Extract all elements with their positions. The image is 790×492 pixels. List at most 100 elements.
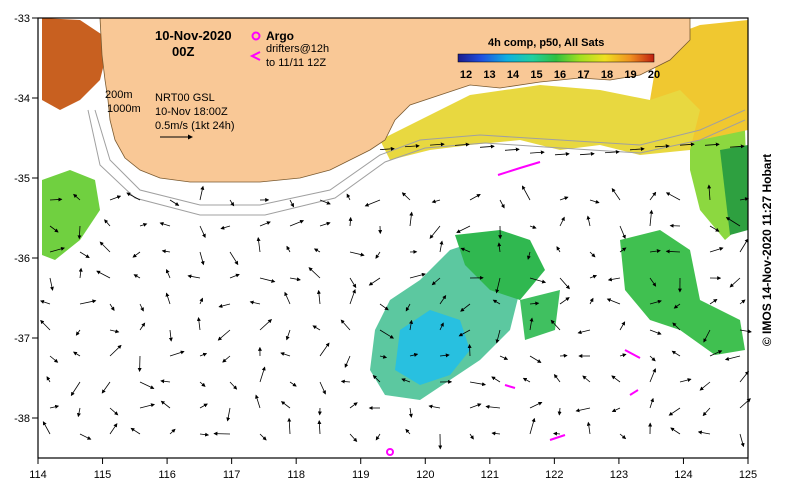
y-tick-label: -33 — [14, 13, 30, 25]
current-vector — [49, 246, 65, 253]
current-vector — [259, 433, 267, 441]
current-vector — [255, 394, 261, 409]
current-vector — [522, 185, 531, 201]
current-vector — [649, 209, 654, 227]
current-vector — [619, 353, 627, 358]
current-vector — [729, 277, 741, 288]
current-vector — [577, 329, 591, 335]
current-vector — [379, 146, 395, 151]
colorbar-tick-label: 14 — [507, 69, 520, 81]
current-vector — [405, 428, 411, 435]
colorbar-tick-label: 17 — [577, 69, 589, 81]
current-vector — [139, 303, 144, 312]
colorbar-title: 4h comp, p50, All Sats — [488, 37, 604, 49]
current-vector — [529, 401, 543, 409]
current-vector — [308, 267, 321, 279]
current-vector — [49, 225, 59, 233]
sst-patches — [42, 18, 748, 400]
current-vector — [709, 350, 723, 357]
isobath-lines — [87, 109, 746, 216]
current-vector — [429, 225, 441, 239]
current-vector — [553, 373, 561, 383]
current-vector — [109, 195, 122, 201]
current-vector — [439, 353, 450, 358]
current-vector — [139, 403, 155, 409]
current-vector — [375, 251, 381, 259]
current-vector — [319, 342, 330, 357]
current-vector — [649, 397, 654, 409]
current-vector — [220, 225, 231, 230]
current-vector — [409, 353, 419, 357]
current-vector — [611, 407, 621, 412]
current-vector — [458, 329, 471, 337]
current-vector — [606, 298, 621, 305]
current-vector — [665, 249, 681, 254]
current-vector — [289, 219, 305, 227]
current-vector — [199, 185, 205, 201]
current-vector — [349, 433, 358, 442]
current-vector — [109, 423, 118, 435]
current-vector — [559, 196, 569, 201]
x-tick-label: 122 — [545, 469, 563, 481]
current-vector — [492, 299, 501, 305]
current-vector — [409, 319, 414, 331]
current-vector — [259, 319, 272, 331]
current-vector — [364, 199, 381, 207]
current-vector — [313, 248, 321, 253]
current-vector — [668, 407, 681, 416]
current-vector — [479, 144, 495, 149]
drifters-legend-time: to 11/11 12Z — [266, 57, 326, 69]
current-vector — [368, 277, 381, 286]
colorbar-tick-label: 13 — [483, 69, 495, 81]
current-vector — [340, 319, 351, 331]
current-vector — [40, 319, 51, 331]
current-vector — [529, 225, 537, 229]
colorbar-tick-label: 12 — [460, 69, 472, 81]
current-vector — [229, 273, 240, 279]
current-vector — [649, 368, 657, 383]
current-vector — [139, 222, 148, 227]
current-vector — [454, 142, 470, 147]
current-vector — [404, 144, 420, 149]
x-tick-label: 116 — [158, 469, 176, 481]
current-vector — [725, 217, 741, 227]
current-vector — [76, 407, 81, 418]
current-vector — [289, 199, 294, 208]
credit-label: © IMOS 14-Nov-2020 11:27 Hobart — [760, 153, 774, 347]
current-vector — [522, 377, 531, 383]
isobath-1000-label: 1000m — [107, 103, 141, 115]
current-vector — [429, 142, 445, 147]
current-vector — [575, 407, 591, 413]
current-vector — [286, 245, 291, 253]
current-vector — [499, 199, 505, 209]
current-vector — [77, 225, 82, 240]
current-vector — [709, 247, 724, 253]
x-tick-label: 123 — [610, 469, 628, 481]
current-vector — [160, 400, 171, 409]
current-vector — [349, 289, 356, 305]
colorbar-tick-label: 15 — [530, 69, 542, 81]
current-vector — [229, 199, 235, 207]
current-vector — [109, 344, 122, 357]
current-vector — [550, 319, 561, 331]
colorbar-tick-label: 18 — [601, 69, 613, 81]
current-vector — [199, 432, 210, 437]
current-vector — [469, 381, 486, 387]
current-vector — [586, 215, 591, 227]
drifter-tracks — [497, 161, 641, 441]
current-vector — [287, 417, 292, 435]
current-vector — [709, 225, 720, 232]
current-vector — [604, 149, 620, 154]
current-vector — [249, 300, 261, 305]
current-vector — [654, 144, 670, 149]
current-vector — [139, 381, 155, 389]
current-vector — [431, 277, 441, 286]
current-vector — [559, 216, 565, 227]
current-vector — [579, 151, 595, 156]
current-vector — [401, 378, 411, 383]
current-vector — [460, 247, 471, 253]
current-vector — [409, 272, 426, 279]
current-vector — [529, 355, 542, 363]
colorbar — [457, 53, 655, 63]
